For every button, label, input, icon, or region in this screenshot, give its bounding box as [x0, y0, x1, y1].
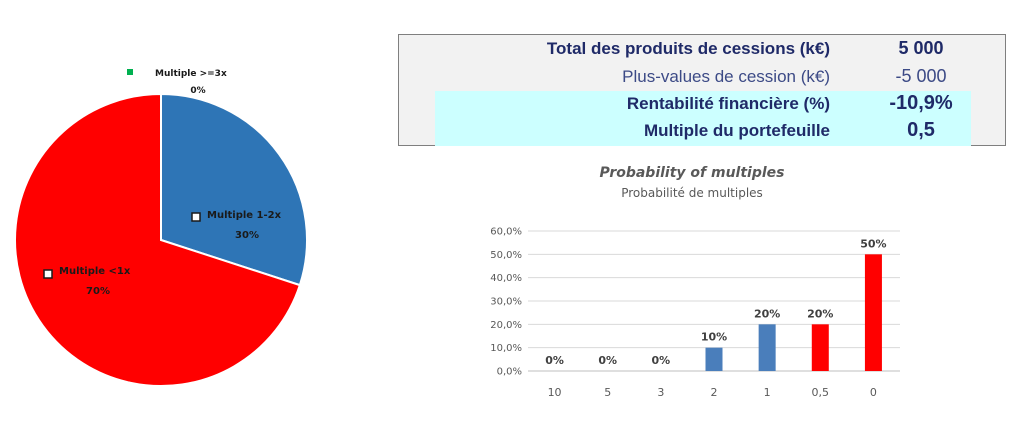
x-tick-label: 3: [657, 386, 664, 399]
pie-slice-label: Multiple <1x: [59, 266, 131, 277]
y-tick-label: 10,0%: [490, 343, 522, 354]
y-tick-label: 40,0%: [490, 273, 522, 284]
summary-value: 5 000: [898, 38, 944, 58]
y-tick-label: 60,0%: [490, 227, 522, 238]
pie-slice-percent: 0%: [190, 86, 205, 96]
x-tick-label: 2: [711, 386, 718, 399]
bar-data-label: 0%: [652, 354, 671, 367]
pie-slice-percent: 30%: [235, 230, 259, 241]
bar-chart: Probability of multiples Probabilité de …: [490, 165, 900, 399]
bar-data-label: 20%: [754, 307, 780, 320]
summary-row-financial-return: Rentabilité financière (%) -10,9%: [399, 91, 1005, 119]
bar: [864, 254, 882, 371]
pie-slice: [160, 92, 308, 287]
summary-row-capital-gains: Plus-values de cession (k€) -5 000: [399, 64, 1005, 92]
summary-label: Rentabilité financière (%): [626, 94, 830, 113]
x-tick-label: 5: [604, 386, 611, 399]
pie-chart: Multiple 1-2x 30% Multiple <1x 70% Multiple …: [14, 69, 308, 387]
legend-key-icon: [191, 212, 201, 222]
x-tick-label: 0: [870, 386, 877, 399]
bar-data-label: 10%: [701, 331, 727, 344]
summary-table: Total des produits de cessions (k€) 5 00…: [398, 34, 1006, 146]
highlight-band: [435, 91, 971, 119]
pie-slice: [14, 92, 302, 387]
summary-label: Plus-values de cession (k€): [622, 67, 830, 86]
x-tick-label: 0,5: [812, 386, 830, 399]
y-tick-label: 50,0%: [490, 250, 522, 261]
bar-data-label: 0%: [545, 354, 564, 367]
summary-row-portfolio-multiple: Multiple du portefeuille 0,5: [399, 118, 1005, 146]
summary-value: 0,5: [907, 119, 935, 141]
bar: [758, 324, 776, 371]
summary-row-total-proceeds: Total des produits de cessions (k€) 5 00…: [399, 36, 1005, 64]
summary-label: Multiple du portefeuille: [643, 121, 830, 140]
chart-subtitle: Probabilité de multiples: [621, 186, 763, 200]
summary-value: -10,9%: [889, 92, 953, 114]
pie-slice-label: Multiple 1-2x: [207, 210, 282, 221]
x-tick-label: 10: [548, 386, 562, 399]
pie-slice-percent: 70%: [86, 286, 110, 297]
y-tick-label: 20,0%: [490, 320, 522, 331]
y-tick-label: 30,0%: [490, 297, 522, 308]
y-tick-label: 0,0%: [497, 367, 522, 378]
chart-title: Probability of multiples: [599, 165, 784, 181]
pie-slice-label: Multiple >=3x: [155, 69, 227, 79]
legend-key-icon: [43, 269, 53, 279]
legend-key-icon: [127, 69, 133, 75]
bar: [811, 324, 829, 371]
bar-data-label: 0%: [598, 354, 617, 367]
bar-data-label: 20%: [807, 307, 833, 320]
summary-value: -5 000: [895, 66, 947, 86]
x-tick-label: 1: [764, 386, 771, 399]
bar: [705, 347, 723, 371]
summary-label: Total des produits de cessions (k€): [546, 39, 830, 58]
highlight-band: [435, 118, 971, 146]
bar-data-label: 50%: [860, 237, 886, 250]
